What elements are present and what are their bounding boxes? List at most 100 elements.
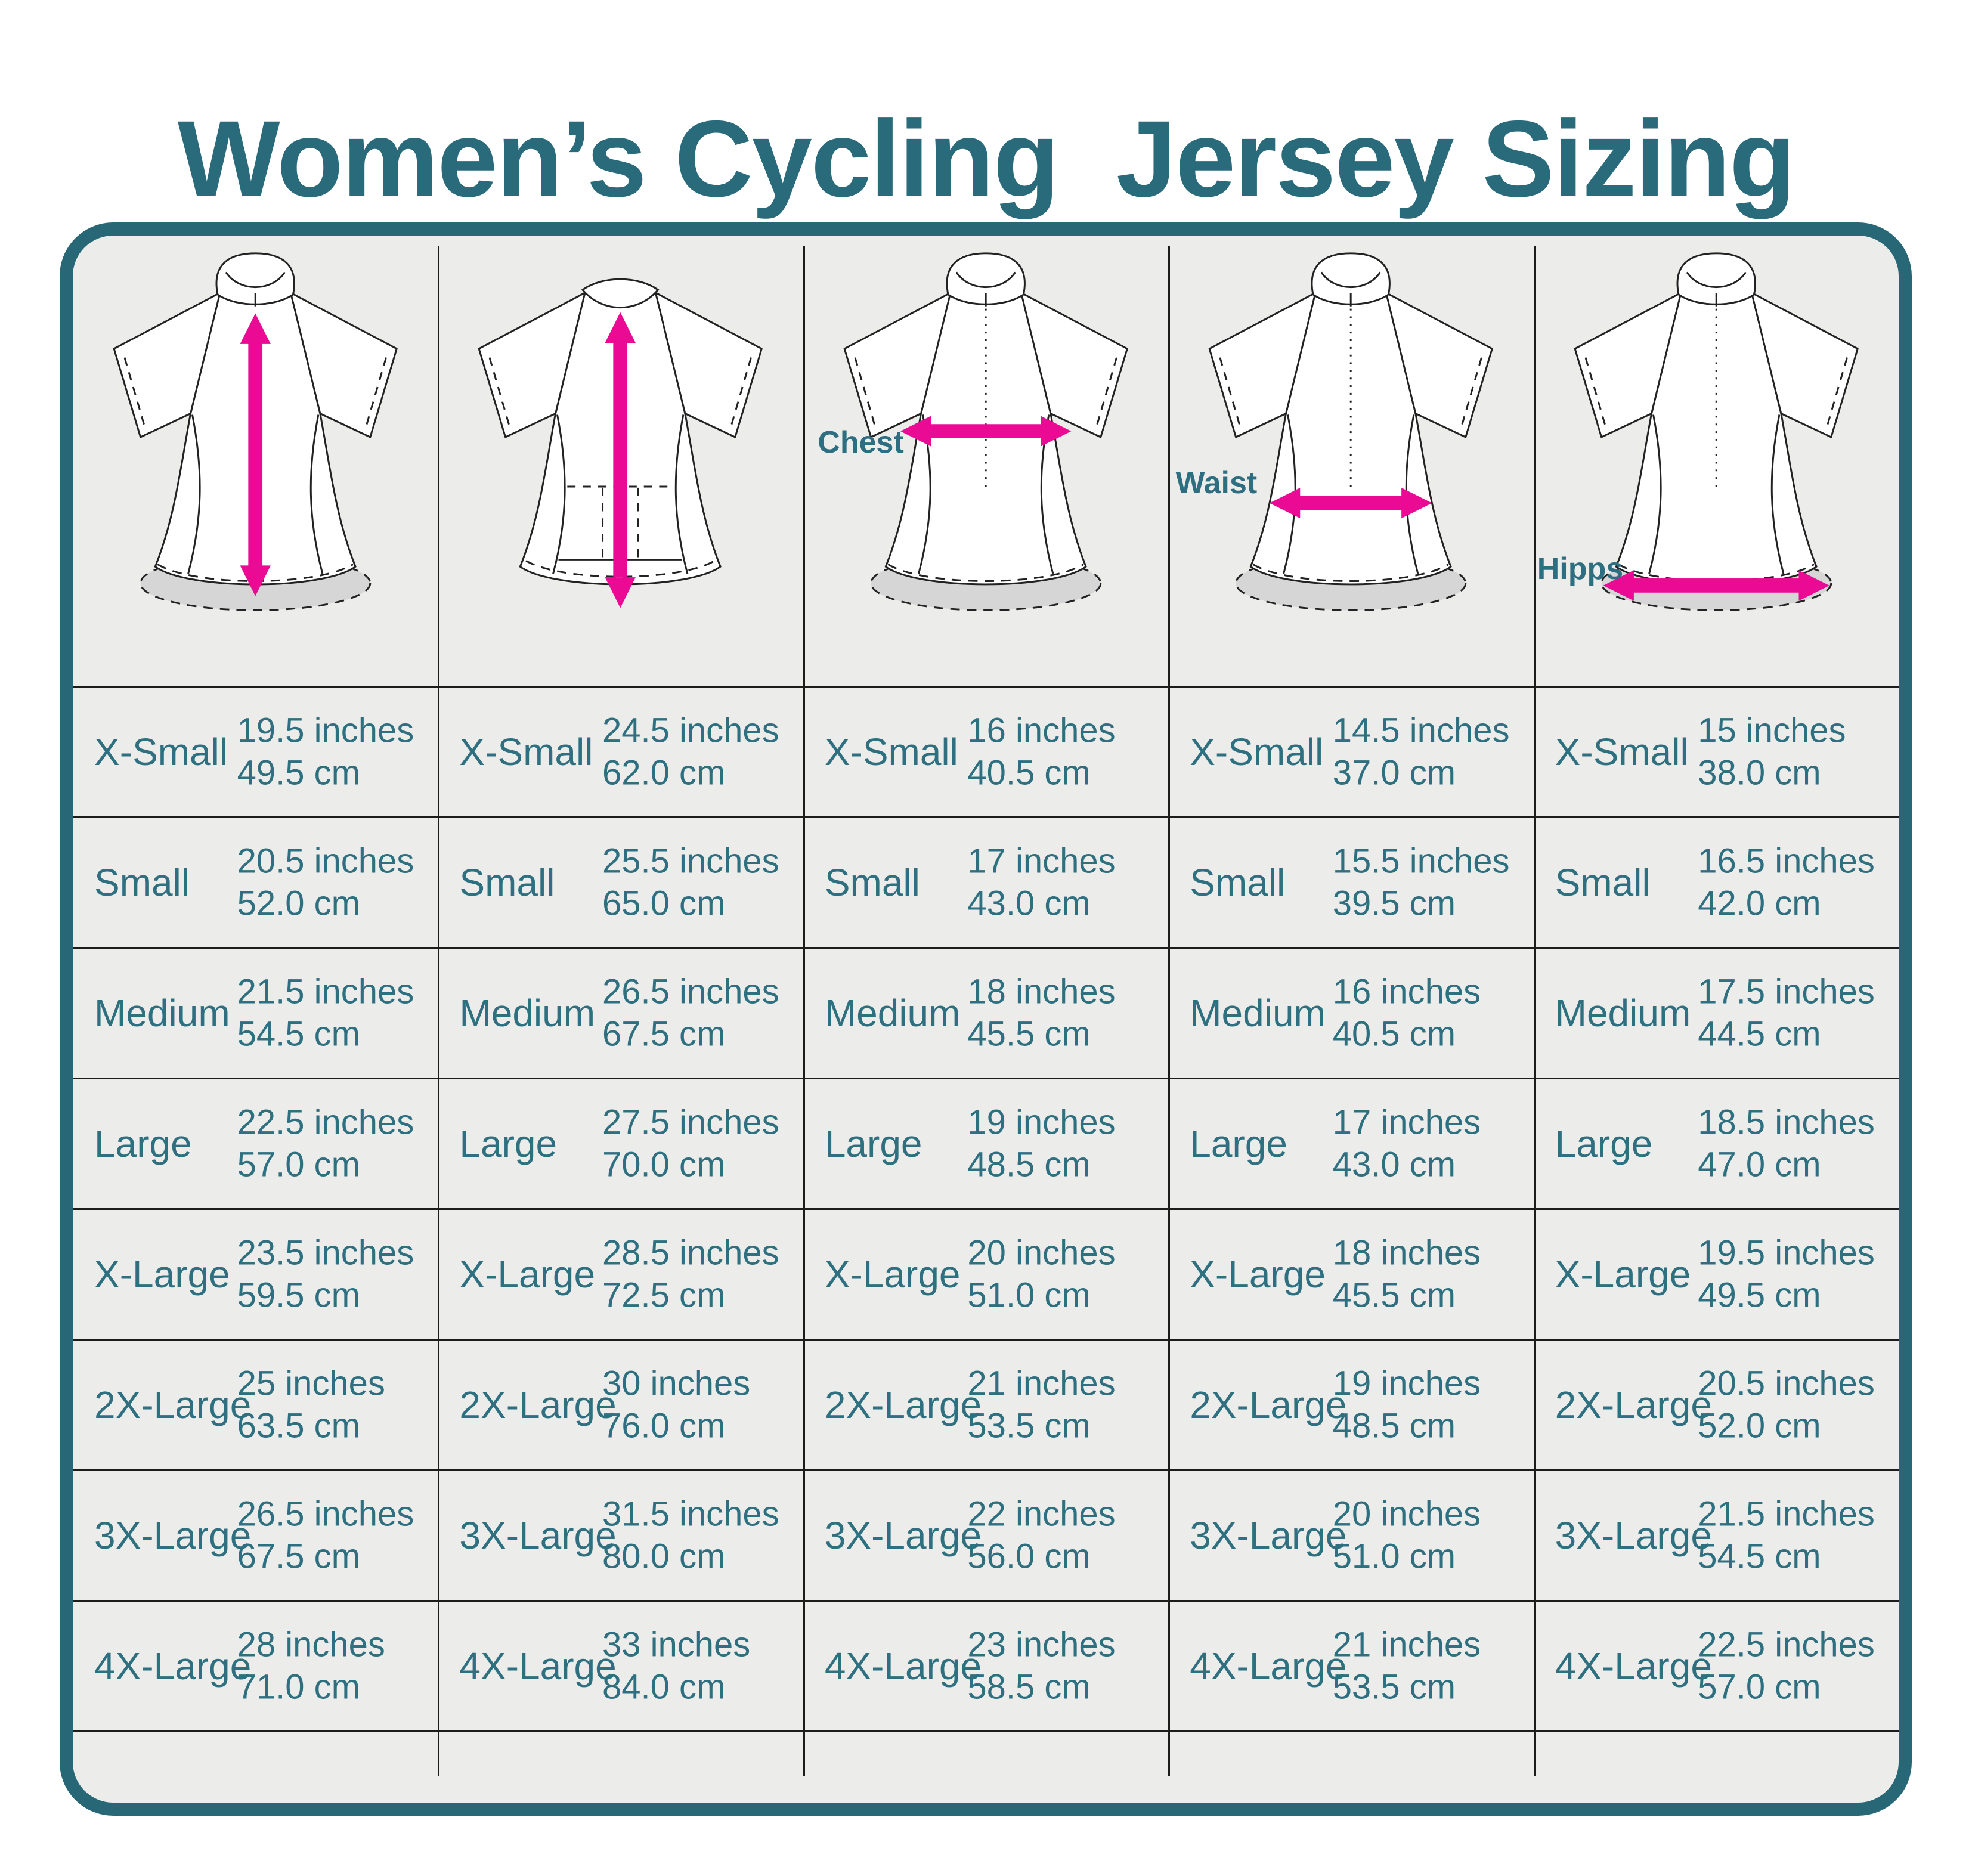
size-row: 3X-Large 31.5 inches 80.0 cm (438, 1469, 803, 1600)
size-label: X-Small (1555, 730, 1689, 773)
size-label: 2X-Large (94, 1383, 252, 1426)
size-label: Large (459, 1122, 558, 1165)
measurement-values: 28 inches 71.0 cm (237, 1624, 385, 1708)
cm-value: 52.0 cm (1698, 1406, 1821, 1445)
measurement-values: 19.5 inches 49.5 cm (1698, 1232, 1875, 1317)
measurement-values: 20 inches 51.0 cm (967, 1232, 1115, 1317)
measurement-values: 28.5 inches 72.5 cm (602, 1232, 779, 1317)
size-label: 3X-Large (1555, 1514, 1712, 1557)
cm-value: 71.0 cm (237, 1667, 360, 1706)
cm-value: 37.0 cm (1332, 753, 1456, 792)
size-row: X-Small 14.5 inches 37.0 cm (1168, 686, 1534, 816)
cm-value: 49.5 cm (1698, 1276, 1821, 1314)
size-row: X-Small 16 inches 40.5 cm (803, 686, 1169, 816)
size-row: Small 20.5 inches 52.0 cm (73, 816, 438, 947)
measurement-label: Waist (1175, 466, 1258, 501)
cm-value: 49.5 cm (237, 753, 360, 792)
measurement-values: 17.5 inches 44.5 cm (1698, 971, 1875, 1055)
cm-value: 43.0 cm (1332, 1145, 1456, 1184)
cm-value: 40.5 cm (967, 753, 1091, 792)
measurement-values: 20 inches 51.0 cm (1333, 1493, 1481, 1578)
size-row: Small 25.5 inches 65.0 cm (438, 816, 803, 947)
size-row: 2X-Large 25 inches 63.5 cm (73, 1339, 438, 1469)
cm-value: 63.5 cm (237, 1406, 360, 1445)
size-row: Medium 21.5 inches 54.5 cm (73, 947, 438, 1078)
inches-value: 20 inches (1332, 1494, 1481, 1534)
size-label: 4X-Large (824, 1645, 982, 1688)
inches-value: 24.5 inches (602, 711, 779, 750)
column-waist: Waist X-Small 14.5 inches 37.0 cm Small … (1168, 236, 1534, 1803)
inches-value: 19.5 inches (1698, 1233, 1875, 1273)
measurement-values: 19.5 inches 49.5 cm (237, 710, 414, 794)
cm-value: 72.5 cm (602, 1276, 726, 1314)
jersey-back-length-illustration (438, 236, 803, 686)
cm-value: 80.0 cm (602, 1537, 726, 1575)
size-table-chest: X-Small 16 inches 40.5 cm Small 17 inche… (803, 686, 1169, 1732)
inches-value: 19.5 inches (237, 711, 414, 750)
cm-value: 45.5 cm (1332, 1276, 1456, 1314)
inches-value: 19 inches (1332, 1364, 1481, 1403)
size-row: 2X-Large 30 inches 76.0 cm (438, 1339, 803, 1469)
cm-value: 39.5 cm (1332, 884, 1456, 922)
inches-value: 22.5 inches (1698, 1625, 1875, 1664)
size-label: X-Small (459, 730, 593, 773)
inches-value: 14.5 inches (1332, 711, 1510, 750)
size-label: X-Small (94, 730, 228, 773)
measurement-values: 23 inches 58.5 cm (967, 1624, 1115, 1708)
inches-value: 22.5 inches (237, 1103, 414, 1142)
cm-value: 67.5 cm (237, 1537, 360, 1575)
inches-value: 31.5 inches (602, 1494, 779, 1534)
size-row: 4X-Large 21 inches 53.5 cm (1168, 1600, 1534, 1730)
jersey-front-icon (113, 252, 398, 611)
size-row: Small 16.5 inches 42.0 cm (1533, 816, 1899, 947)
size-label: X-Small (824, 730, 958, 773)
column-chest: Chest X-Small 16 inches 40.5 cm Small 17… (803, 236, 1169, 1803)
size-row: X-Large 18 inches 45.5 cm (1168, 1208, 1534, 1339)
back-length-arrow-icon (605, 312, 636, 608)
size-row: X-Large 23.5 inches 59.5 cm (73, 1208, 438, 1339)
inches-value: 20.5 inches (1698, 1364, 1875, 1403)
size-row: Large 18.5 inches 47.0 cm (1533, 1078, 1899, 1208)
measurement-values: 21 inches 53.5 cm (1333, 1624, 1481, 1708)
cm-value: 76.0 cm (602, 1406, 726, 1445)
cm-value: 45.5 cm (967, 1014, 1091, 1053)
size-label: Small (1555, 861, 1651, 904)
size-table-back-length: X-Small 24.5 inches 62.0 cm Small 25.5 i… (438, 686, 803, 1732)
size-label: 4X-Large (1555, 1645, 1712, 1688)
inches-value: 26.5 inches (602, 972, 779, 1011)
inches-value: 21.5 inches (1698, 1494, 1875, 1534)
cm-value: 59.5 cm (237, 1276, 360, 1314)
cm-value: 65.0 cm (602, 884, 726, 922)
inches-value: 30 inches (602, 1364, 751, 1403)
jersey-hips-illustration: Hipps (1534, 236, 1899, 686)
inches-value: 28 inches (237, 1625, 385, 1664)
jersey-back-icon (478, 278, 763, 608)
size-row: X-Small 15 inches 38.0 cm (1533, 686, 1899, 816)
jersey-front-icon (1208, 252, 1493, 611)
inches-value: 25.5 inches (602, 841, 779, 881)
size-row: Large 17 inches 43.0 cm (1168, 1078, 1534, 1208)
cm-value: 57.0 cm (237, 1145, 360, 1184)
size-row: X-Large 20 inches 51.0 cm (803, 1208, 1169, 1339)
size-label: Large (94, 1122, 192, 1165)
size-label: Medium (1555, 992, 1691, 1035)
cm-value: 53.5 cm (1332, 1667, 1456, 1706)
inches-value: 33 inches (602, 1625, 751, 1664)
size-row: 3X-Large 21.5 inches 54.5 cm (1533, 1469, 1899, 1600)
measurement-values: 22 inches 56.0 cm (967, 1493, 1115, 1578)
measurement-values: 25 inches 63.5 cm (237, 1363, 385, 1447)
measurement-values: 26.5 inches 67.5 cm (237, 1493, 414, 1578)
jersey-front-length-illustration (73, 236, 438, 686)
measurement-values: 17 inches 43.0 cm (1333, 1101, 1481, 1186)
size-label: 3X-Large (824, 1514, 982, 1557)
size-row: X-Small 24.5 inches 62.0 cm (438, 686, 803, 816)
size-row: 4X-Large 23 inches 58.5 cm (803, 1600, 1169, 1730)
inches-value: 22 inches (967, 1494, 1116, 1534)
size-label: Large (1190, 1122, 1287, 1165)
inches-value: 21.5 inches (237, 972, 414, 1011)
measurement-values: 20.5 inches 52.0 cm (237, 840, 414, 925)
inches-value: 18.5 inches (1698, 1103, 1875, 1142)
jersey-chest-illustration: Chest (803, 236, 1168, 686)
size-label: X-Large (94, 1253, 230, 1296)
hips-arrow-icon (1603, 570, 1829, 601)
